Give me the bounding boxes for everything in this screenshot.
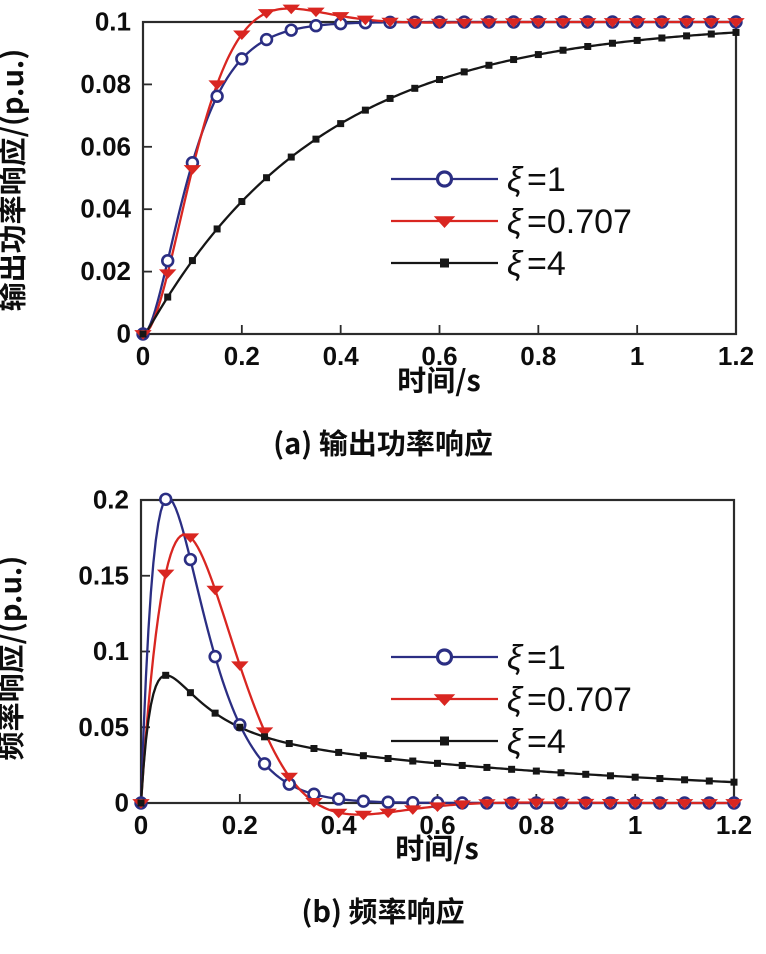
svg-text:1.2: 1.2 (718, 341, 754, 371)
svg-text:(b) 频率响应: (b) 频率响应 (301, 889, 464, 931)
svg-text:0.8: 0.8 (518, 810, 554, 840)
svg-text:0.1: 0.1 (95, 7, 131, 37)
svg-text:0.4: 0.4 (323, 341, 360, 371)
svg-text:0.8: 0.8 (520, 341, 556, 371)
svg-text:0: 0 (117, 319, 131, 349)
svg-text:1: 1 (630, 341, 644, 371)
svg-text:=4: =4 (527, 723, 566, 761)
svg-text:0.15: 0.15 (78, 560, 129, 590)
svg-text:0.02: 0.02 (80, 256, 131, 286)
svg-text:ξ: ξ (507, 161, 524, 199)
svg-text:0: 0 (115, 788, 129, 818)
svg-text:ξ: ξ (507, 203, 524, 241)
svg-text:ξ: ξ (507, 681, 524, 719)
svg-text:ξ: ξ (507, 245, 524, 283)
svg-text:ξ: ξ (507, 723, 524, 761)
svg-text:1: 1 (628, 810, 642, 840)
svg-text:=0.707: =0.707 (527, 681, 632, 719)
svg-text:0.2: 0.2 (222, 810, 258, 840)
svg-text:=4: =4 (527, 245, 566, 283)
svg-text:(a) 输出功率响应: (a) 输出功率响应 (273, 421, 493, 463)
svg-text:=1: =1 (527, 639, 566, 677)
svg-text:0.04: 0.04 (80, 194, 131, 224)
svg-text:0: 0 (136, 341, 150, 371)
svg-text:0.2: 0.2 (93, 485, 129, 515)
svg-text:0.08: 0.08 (80, 69, 131, 99)
svg-text:时间/s: 时间/s (395, 826, 479, 868)
svg-text:=0.707: =0.707 (527, 203, 632, 241)
svg-text:ξ: ξ (507, 639, 524, 677)
svg-text:时间/s: 时间/s (397, 358, 481, 400)
svg-text:频率响应/(p.u.): 频率响应/(p.u.) (0, 556, 30, 761)
svg-text:0.2: 0.2 (224, 341, 260, 371)
svg-text:0.1: 0.1 (93, 636, 129, 666)
svg-text:1.2: 1.2 (716, 810, 752, 840)
svg-text:=1: =1 (527, 161, 566, 199)
svg-text:输出功率响应/(p.u.): 输出功率响应/(p.u.) (0, 49, 32, 312)
svg-text:0: 0 (134, 810, 148, 840)
svg-text:0.05: 0.05 (78, 712, 129, 742)
svg-text:0.06: 0.06 (80, 131, 131, 161)
